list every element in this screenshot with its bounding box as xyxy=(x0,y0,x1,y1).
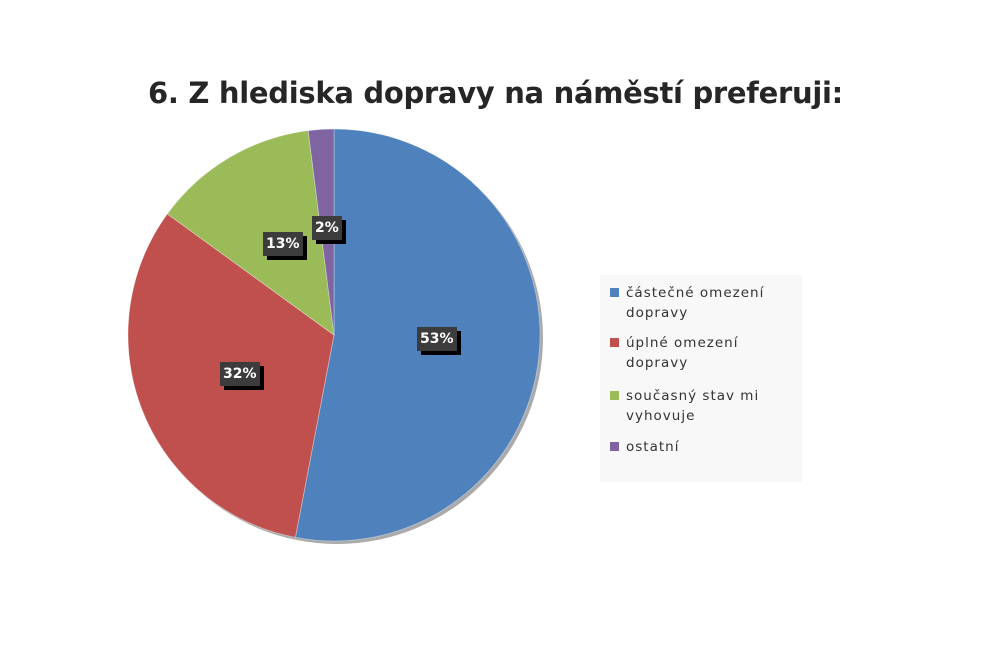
legend-label: ostatní xyxy=(626,439,680,455)
legend-item-1: úplné omezení dopravy xyxy=(610,333,800,373)
legend-label: současný stav mi vyhovuje xyxy=(626,388,760,424)
legend-label: částečné omezení dopravy xyxy=(626,285,765,321)
legend-item-2: současný stav mi vyhovuje xyxy=(610,386,800,426)
data-label-1: 32% xyxy=(220,362,260,386)
legend-swatch xyxy=(610,288,619,297)
pie-slice-2 xyxy=(166,130,335,336)
data-label-3: 2% xyxy=(312,216,342,240)
legend-swatch xyxy=(610,391,619,400)
data-label-2: 13% xyxy=(263,232,303,256)
legend-label: úplné omezení dopravy xyxy=(626,335,739,371)
legend-item-0: částečné omezení dopravy xyxy=(610,283,800,323)
legend-swatch xyxy=(610,338,619,347)
data-label-0: 53% xyxy=(417,327,457,351)
legend-swatch xyxy=(610,442,619,451)
chart-title: 6. Z hlediska dopravy na náměstí preferu… xyxy=(148,76,843,110)
legend-item-3: ostatní xyxy=(610,437,800,457)
legend: částečné omezení dopravy úplné omezení d… xyxy=(600,275,802,482)
